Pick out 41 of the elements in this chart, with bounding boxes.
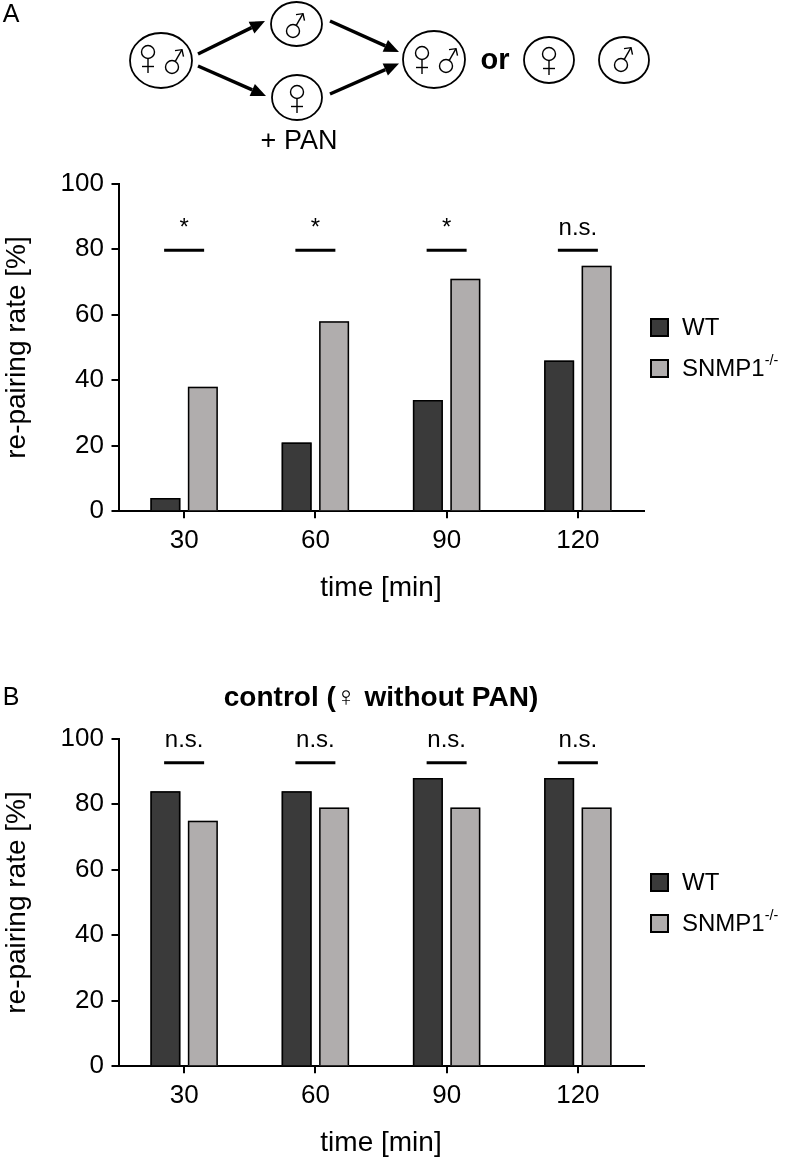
annotation: n.s.: [558, 725, 598, 753]
text: A: [2, 0, 20, 28]
legend-label: SNMP1$^{-/-}$: [682, 907, 779, 937]
legend-label: SNMP1$^{-/-}$: [682, 352, 779, 382]
x-tick-label: 60: [300, 524, 330, 555]
x-tick-label: 120: [556, 1079, 600, 1110]
text: B: [2, 682, 20, 711]
x-axis-title: time [min]: [320, 571, 442, 603]
x-axis-title: time [min]: [320, 1126, 442, 1158]
text: + PAN: [260, 125, 338, 156]
y-tick-label: 0: [89, 1049, 104, 1080]
x-tick-label: 90: [432, 524, 462, 555]
y-tick-label: 0: [89, 494, 104, 525]
annotation: n.s.: [427, 725, 466, 753]
y-tick-label: 80: [75, 232, 104, 263]
y-axis-title: re-pairing rate [%]: [0, 791, 32, 1014]
y-tick-label: 100: [60, 722, 104, 753]
annotation: *: [310, 213, 321, 241]
x-tick-label: 60: [300, 1079, 330, 1110]
text: or: [480, 43, 510, 76]
x-tick-label: 120: [556, 524, 600, 555]
y-tick-label: 40: [75, 918, 104, 949]
annotation: n.s.: [296, 725, 335, 753]
y-tick-label: 20: [75, 984, 104, 1015]
y-tick-label: 60: [75, 853, 104, 884]
chart-title: control (♀ without PAN): [223, 680, 539, 713]
y-tick-label: 20: [75, 429, 104, 460]
y-axis-title: re-pairing rate [%]: [0, 236, 32, 459]
legend-label: WT: [682, 868, 720, 896]
annotation: n.s.: [558, 213, 598, 241]
annotation: *: [441, 213, 452, 241]
x-tick-label: 30: [169, 524, 199, 555]
y-tick-label: 40: [75, 363, 104, 394]
x-tick-label: 90: [432, 1079, 462, 1110]
annotation: *: [179, 213, 189, 241]
y-tick-label: 80: [75, 787, 104, 818]
x-tick-label: 30: [169, 1079, 199, 1110]
y-tick-label: 100: [60, 167, 104, 198]
legend-label: WT: [682, 313, 720, 341]
annotation: n.s.: [164, 725, 204, 753]
y-tick-label: 60: [75, 298, 104, 329]
